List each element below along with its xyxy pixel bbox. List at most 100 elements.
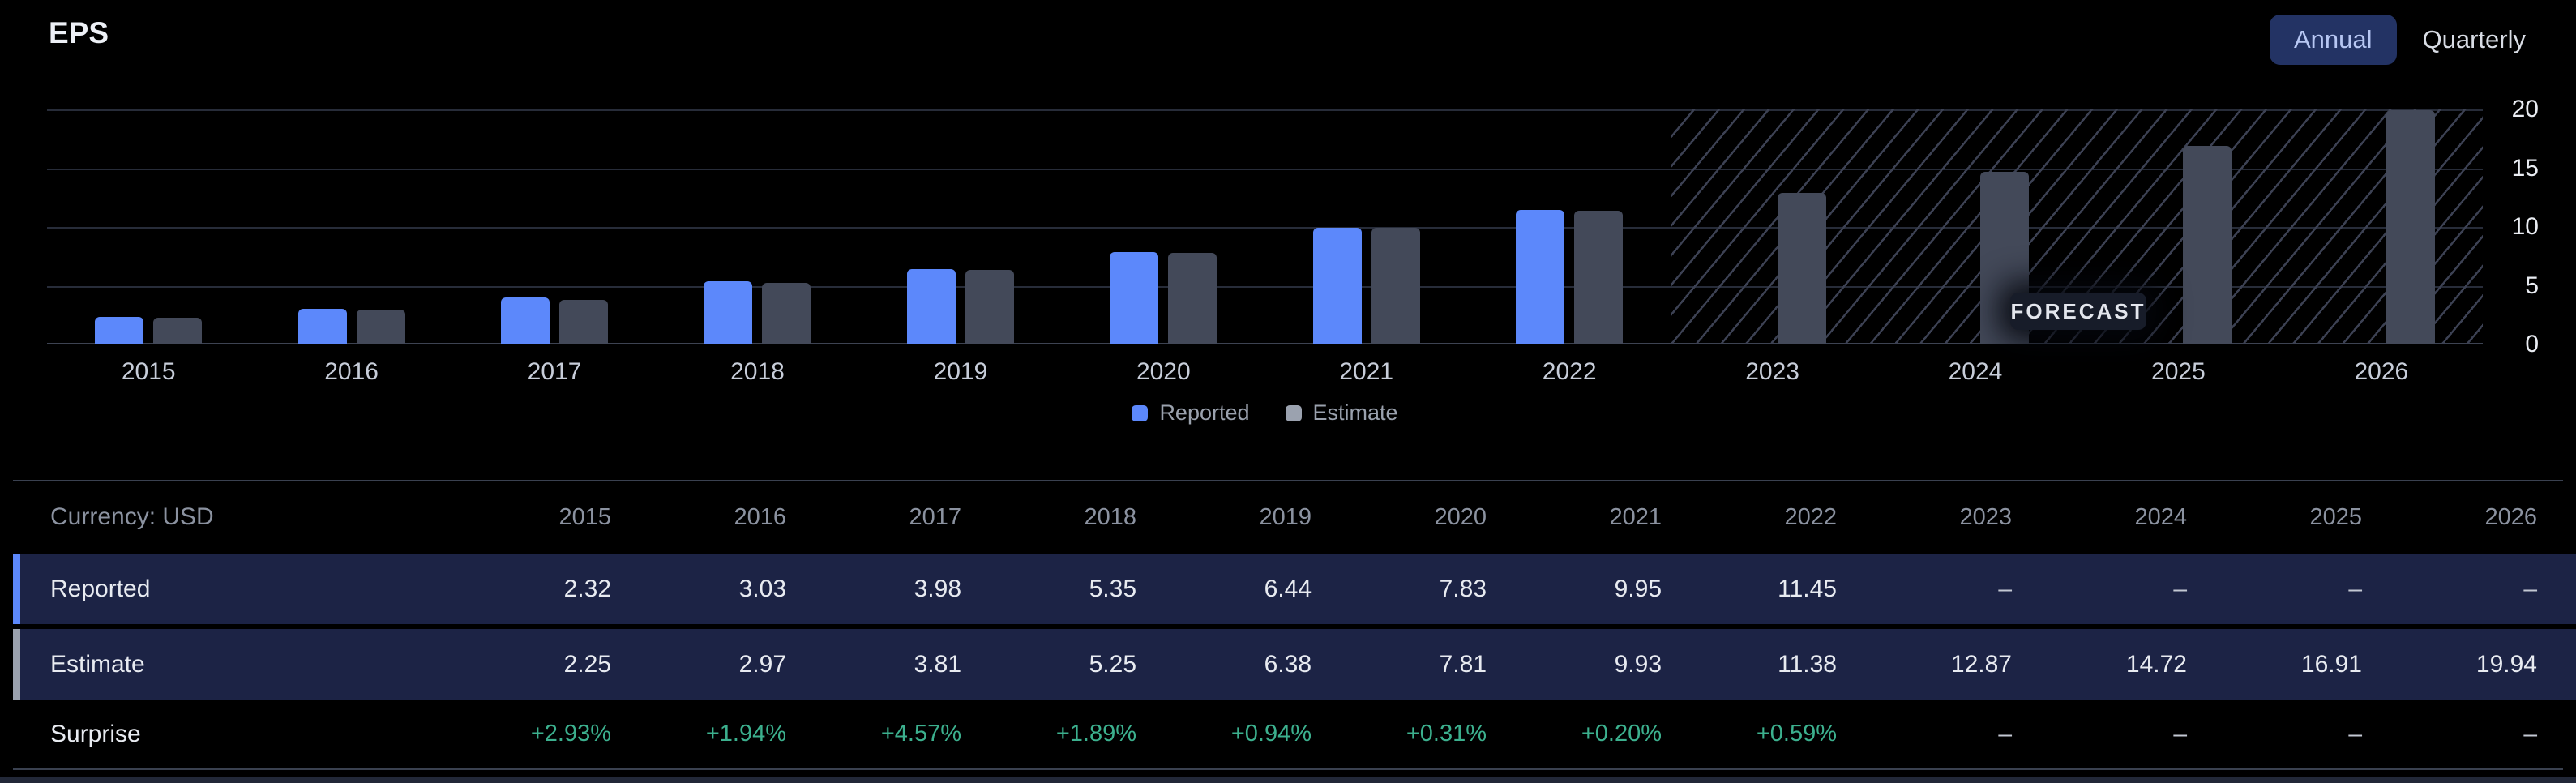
y-tick-label: 0 [2525,331,2539,357]
reported-bar-2019[interactable] [906,268,956,344]
cell-reported-2020: 7.83 [1439,575,1487,602]
estimate-bar-2017[interactable] [559,299,609,344]
cell-estimate-2015: 2.25 [563,650,611,678]
next-section-edge [0,777,2576,783]
cell-surprise-2026: – [2523,720,2537,747]
estimate-bar-2018[interactable] [762,282,811,344]
x-tick-label-2022: 2022 [1542,358,1597,385]
cell-surprise-2022: +0.59% [1756,721,1837,747]
cell-estimate-2026: 19.94 [2475,650,2537,678]
x-tick-label-2017: 2017 [527,358,582,385]
x-tick-label-2024: 2024 [1948,358,2003,385]
cell-estimate-2020: 7.81 [1439,650,1487,678]
cell-estimate-2017: 3.81 [914,650,961,678]
row-accent-reported [13,554,20,624]
x-tick-label-2015: 2015 [121,358,176,385]
cell-estimate-2021: 9.93 [1614,650,1662,678]
cell-estimate-2025: 16.91 [2300,650,2362,678]
y-tick-label: 15 [2511,154,2539,182]
x-tick-label-2025: 2025 [2151,358,2206,385]
legend-swatch-icon [1132,404,1149,421]
estimate-bar-2026[interactable] [2386,109,2435,344]
estimate-bar-2021[interactable] [1371,228,1420,344]
year-header-2018: 2018 [1084,503,1136,530]
reported-bar-2017[interactable] [501,297,550,344]
x-tick-label-2018: 2018 [730,358,785,385]
year-header-2016: 2016 [734,503,786,530]
x-axis-baseline [47,343,2483,344]
bar-group-2017 [453,109,656,344]
table-bottom-rule [13,768,2563,770]
cell-surprise-2024: – [2173,720,2187,747]
cell-reported-2026: – [2523,575,2537,602]
cell-reported-2016: 3.03 [738,575,786,602]
quarterly-button[interactable]: Quarterly [2418,25,2531,54]
chart-legend: Reported Estimate [47,400,2483,426]
row-accent-estimate [13,629,20,700]
reported-bar-2022[interactable] [1516,209,1565,344]
x-tick-label-2021: 2021 [1339,358,1394,385]
cell-estimate-2016: 2.97 [738,650,786,678]
table-row-estimate: Estimate 2.25 2.97 3.81 5.25 6.38 7.81 9.93 11.3… [0,629,2576,700]
cell-estimate-2024: 14.72 [2125,650,2187,678]
bar-group-2019 [859,109,1062,344]
table-row-surprise: Surprise +2.93% +1.94% +4.57% +1.89% +0.94% +0… [0,700,2576,768]
cell-reported-2018: 5.35 [1089,575,1136,602]
cell-estimate-2018: 5.25 [1089,650,1136,678]
currency-label: Currency: USD [50,503,214,530]
cell-surprise-2020: +0.31% [1406,721,1487,747]
bar-group-2025 [2077,109,2279,344]
y-tick-label: 10 [2511,213,2539,240]
y-tick-label: 20 [2511,96,2539,122]
reported-bar-2021[interactable] [1312,227,1362,344]
cell-reported-2025: – [2348,575,2362,602]
bar-groups [47,109,2483,344]
gridline [47,168,2483,170]
bar-group-2021 [1265,109,1468,344]
cell-reported-2017: 3.98 [914,575,961,602]
cell-reported-2019: 6.44 [1264,575,1312,602]
cell-surprise-2017: +4.57% [880,721,961,747]
legend-item-reported[interactable]: Reported [1132,400,1250,426]
reported-bar-2015[interactable] [95,317,144,344]
estimate-bar-2023[interactable] [1777,193,1826,344]
gridline [47,227,2483,229]
year-header-2019: 2019 [1259,503,1312,530]
estimate-bar-2020[interactable] [1168,252,1217,344]
estimate-bar-2022[interactable] [1574,211,1624,344]
page-title: EPS [49,16,109,49]
cell-estimate-2022: 11.38 [1778,650,1837,678]
table-top-rule [13,480,2563,481]
cell-surprise-2023: – [1998,720,2012,747]
estimate-bar-2025[interactable] [2183,145,2232,344]
x-tick-label-2016: 2016 [324,358,379,385]
cell-reported-2024: – [2173,575,2187,602]
estimate-bar-2019[interactable] [965,269,1014,344]
legend-item-estimate[interactable]: Estimate [1285,400,1398,426]
estimate-bar-2015[interactable] [153,318,203,344]
cell-surprise-2015: +2.93% [530,721,611,747]
reported-bar-2020[interactable] [1110,252,1159,344]
year-header-2021: 2021 [1609,503,1662,530]
legend-label: Estimate [1312,400,1398,425]
bar-group-2020 [1062,109,1264,344]
annual-button[interactable]: Annual [2269,15,2397,65]
x-tick-label-2026: 2026 [2354,358,2409,385]
bar-group-2023 [1671,109,1873,344]
cell-estimate-2023: 12.87 [1950,650,2012,678]
y-axis: 20 15 10 5 0 [2497,96,2539,357]
cell-reported-2022: 11.45 [1778,575,1837,602]
x-tick-label-2023: 2023 [1745,358,1799,385]
gridline [47,285,2483,288]
reported-bar-2016[interactable] [297,309,347,344]
x-tick-label-2020: 2020 [1136,358,1191,385]
legend-label: Reported [1159,400,1250,425]
reported-bar-2018[interactable] [704,281,753,344]
bar-group-2022 [1468,109,1671,344]
bar-group-2016 [250,109,452,344]
bar-group-2015 [47,109,250,344]
cell-surprise-2025: – [2348,720,2362,747]
estimate-bar-2016[interactable] [356,309,405,344]
row-label: Reported [50,575,151,602]
year-header-2015: 2015 [558,503,611,530]
